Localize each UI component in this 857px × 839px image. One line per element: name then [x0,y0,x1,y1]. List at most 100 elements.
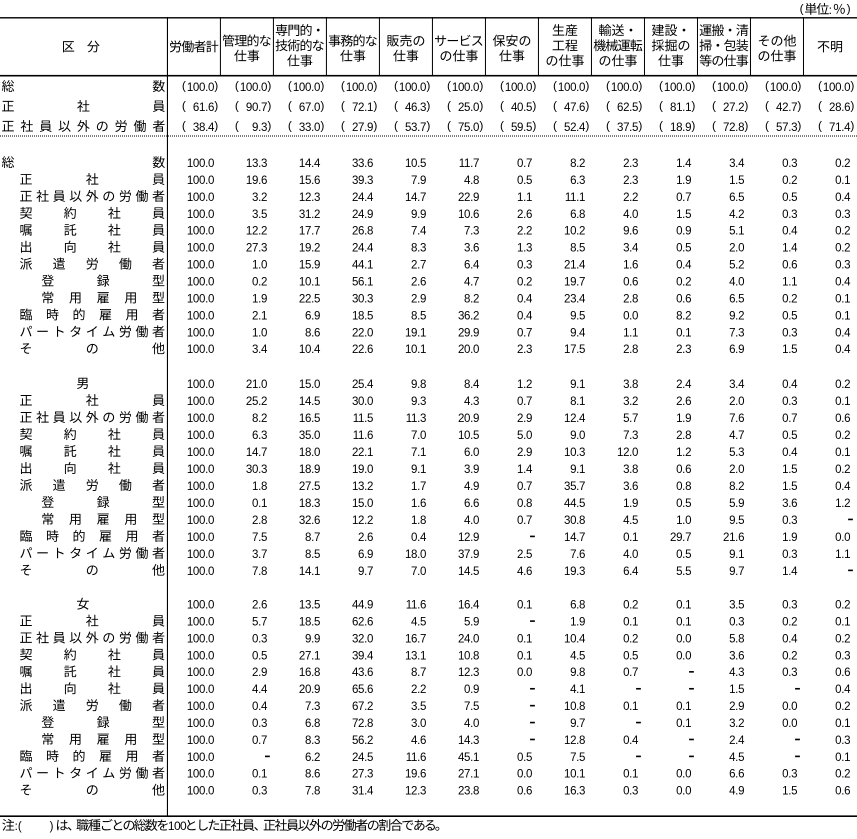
svg-text:31.2: 31.2 [299,209,320,221]
svg-text:9.9: 9.9 [411,209,426,221]
svg-text:0.4: 0.4 [835,192,851,204]
svg-text:100.0: 100.0 [187,209,214,221]
svg-text:40.5: 40.5 [511,102,532,114]
svg-text:45.1: 45.1 [458,752,479,764]
svg-text:100.0: 100.0 [187,498,214,510]
svg-text:2.9: 2.9 [729,701,744,713]
svg-text:2.3: 2.3 [623,158,638,170]
svg-text:0.2: 0.2 [252,277,267,289]
svg-text:100.0: 100.0 [187,430,214,442]
svg-text:0.2: 0.2 [782,617,797,629]
svg-text:0.1: 0.1 [835,718,850,730]
svg-text:100.0: 100.0 [664,82,691,94]
svg-text:0.0: 0.0 [623,310,638,322]
svg-text:0.7: 0.7 [517,396,532,408]
svg-text:(: ( [553,99,557,113]
svg-text:3.4: 3.4 [729,379,745,391]
svg-text:(: ( [182,99,186,113]
svg-text:2.4: 2.4 [676,379,692,391]
svg-text:): ) [267,99,271,113]
svg-text:44.1: 44.1 [352,260,373,272]
svg-text:): ) [744,79,748,93]
svg-text:22.9: 22.9 [458,192,479,204]
svg-text:7.0: 7.0 [411,430,426,442]
svg-text:(: ( [235,119,239,133]
svg-text:6.5: 6.5 [729,293,744,305]
svg-text:100.0: 100.0 [187,413,214,425]
svg-text:5.7: 5.7 [252,617,267,629]
svg-text:29.9: 29.9 [458,327,479,339]
svg-text:5.3: 5.3 [729,447,744,459]
svg-text:): ) [479,119,483,133]
svg-text:1.1: 1.1 [517,192,532,204]
svg-text:24.0: 24.0 [458,633,479,645]
svg-text:7.5: 7.5 [570,752,585,764]
svg-text:7.3: 7.3 [464,226,479,238]
svg-text:0.3: 0.3 [252,786,267,798]
svg-text:7.8: 7.8 [305,786,320,798]
svg-text:0.1: 0.1 [676,718,691,730]
svg-text:0.0: 0.0 [517,769,532,781]
svg-text:100.0: 100.0 [187,344,214,356]
svg-text:100.0: 100.0 [558,82,585,94]
svg-text:100.0: 100.0 [187,447,214,459]
svg-text:14.5: 14.5 [299,396,320,408]
svg-text:17.7: 17.7 [299,226,320,238]
svg-text:): ) [797,119,801,133]
svg-text:9.9: 9.9 [305,633,320,645]
svg-text:0.2: 0.2 [623,633,638,645]
svg-text:0.1: 0.1 [676,600,691,612]
svg-text:7.4: 7.4 [411,226,427,238]
svg-text:100.0: 100.0 [717,82,744,94]
svg-text:100.0: 100.0 [187,617,214,629]
svg-text:5.1: 5.1 [729,226,744,238]
svg-text:4.6: 4.6 [517,566,532,578]
svg-text:37.5: 37.5 [617,122,638,134]
svg-text:3.5: 3.5 [252,209,267,221]
svg-text:0.2: 0.2 [835,379,850,391]
svg-text:30.3: 30.3 [246,464,267,476]
svg-text:27.3: 27.3 [352,769,373,781]
svg-text:12.3: 12.3 [458,667,479,679]
svg-text:): ) [320,119,324,133]
svg-text:2.0: 2.0 [729,243,744,255]
svg-text:1.5: 1.5 [729,684,744,696]
svg-text:0.5: 0.5 [517,175,532,187]
svg-text:): ) [320,99,324,113]
svg-text:1.9: 1.9 [252,293,267,305]
svg-text:6.8: 6.8 [570,209,585,221]
svg-text:65.6: 65.6 [352,684,373,696]
svg-text:3.2: 3.2 [623,396,638,408]
svg-text:): ) [479,99,483,113]
svg-text:100.0: 100.0 [187,243,214,255]
svg-text:9.5: 9.5 [729,515,744,527]
svg-text:10.5: 10.5 [405,158,426,170]
svg-text:100.0: 100.0 [187,532,214,544]
svg-text:6.3: 6.3 [570,175,585,187]
svg-text:100.0: 100.0 [187,735,214,747]
svg-text:4.7: 4.7 [464,277,479,289]
svg-text:9.1: 9.1 [570,379,585,391]
svg-text:4.0: 4.0 [729,277,744,289]
svg-text:100.0: 100.0 [187,701,214,713]
svg-text:1.5: 1.5 [782,786,797,798]
svg-text:29.7: 29.7 [670,532,691,544]
svg-text:): ) [532,99,536,113]
svg-text:10.8: 10.8 [564,701,585,713]
svg-text:5.5: 5.5 [676,566,691,578]
svg-text:16.5: 16.5 [299,413,320,425]
svg-text:4.3: 4.3 [729,667,744,679]
svg-text:24.4: 24.4 [352,192,374,204]
svg-text:0.5: 0.5 [252,650,267,662]
svg-text:3.2: 3.2 [729,718,744,730]
svg-text:0.5: 0.5 [782,430,797,442]
svg-text:100.0: 100.0 [187,600,214,612]
svg-text:36.2: 36.2 [458,310,479,322]
svg-text:18.0: 18.0 [405,549,426,561]
svg-text:7.9: 7.9 [411,175,426,187]
svg-text:(: ( [447,119,451,133]
svg-text:2.2: 2.2 [411,684,426,696]
svg-text:1.4: 1.4 [676,158,692,170]
svg-text:3.4: 3.4 [729,158,745,170]
svg-text:6.6: 6.6 [464,498,479,510]
